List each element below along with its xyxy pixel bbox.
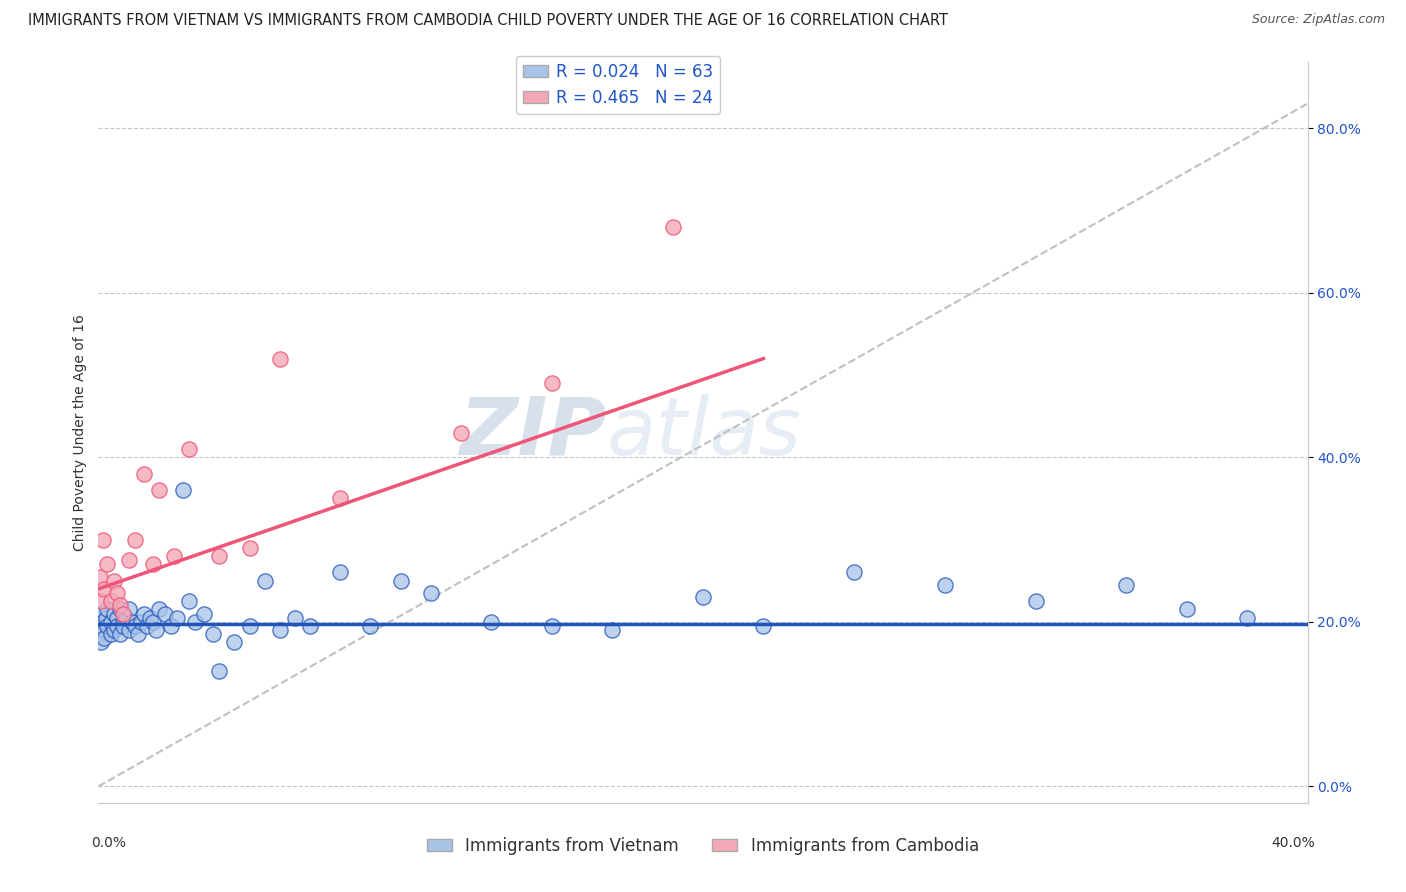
Point [127, 627, 149, 641]
Point [111, 615, 134, 629]
Point [91, 615, 114, 629]
Point [118, 553, 141, 567]
Point [1236, 611, 1258, 625]
Point [132, 467, 155, 481]
Point [160, 619, 183, 633]
Point [90, 594, 112, 608]
Point [284, 611, 307, 625]
Point [253, 574, 276, 588]
Point [96, 602, 118, 616]
Point [540, 619, 562, 633]
Point [121, 615, 143, 629]
Point [90, 635, 112, 649]
Point [934, 578, 956, 592]
Point [153, 607, 176, 621]
Legend: Immigrants from Vietnam, Immigrants from Cambodia: Immigrants from Vietnam, Immigrants from… [420, 830, 986, 862]
Point [111, 607, 134, 621]
Point [481, 615, 503, 629]
Text: IMMIGRANTS FROM VIETNAM VS IMMIGRANTS FROM CAMBODIA CHILD POVERTY UNDER THE AGE : IMMIGRANTS FROM VIETNAM VS IMMIGRANTS FR… [28, 13, 948, 29]
Point [239, 619, 262, 633]
Text: 0.0%: 0.0% [91, 836, 127, 850]
Point [269, 351, 291, 366]
Point [1175, 602, 1198, 616]
Point [329, 566, 352, 580]
Point [163, 549, 186, 563]
Point [193, 607, 215, 621]
Point [389, 574, 412, 588]
Point [329, 491, 352, 506]
Point [202, 627, 225, 641]
Point [142, 615, 165, 629]
Point [105, 619, 128, 633]
Point [148, 483, 170, 498]
Point [108, 627, 131, 641]
Point [100, 615, 122, 629]
Point [129, 615, 152, 629]
Point [105, 586, 128, 600]
Point [91, 533, 114, 547]
Legend: R = 0.024   N = 63, R = 0.465   N = 24: R = 0.024 N = 63, R = 0.465 N = 24 [516, 56, 720, 113]
Point [124, 619, 146, 633]
Point [135, 619, 157, 633]
Point [89, 569, 111, 583]
Point [145, 623, 167, 637]
Text: 40.0%: 40.0% [1271, 836, 1315, 850]
Point [540, 376, 562, 391]
Point [90, 627, 112, 641]
Point [299, 619, 322, 633]
Point [90, 607, 112, 621]
Point [93, 623, 115, 637]
Point [93, 582, 115, 596]
Point [179, 442, 201, 456]
Point [103, 607, 125, 621]
Point [96, 619, 118, 633]
Point [208, 664, 231, 678]
Point [111, 619, 134, 633]
Point [114, 611, 136, 625]
Text: Source: ZipAtlas.com: Source: ZipAtlas.com [1251, 13, 1385, 27]
Point [208, 549, 231, 563]
Point [166, 611, 188, 625]
Point [269, 623, 291, 637]
Point [103, 623, 125, 637]
Point [108, 599, 131, 613]
Point [692, 590, 714, 604]
Y-axis label: Child Poverty Under the Age of 16: Child Poverty Under the Age of 16 [73, 314, 87, 551]
Text: ZIP: ZIP [458, 393, 606, 472]
Point [100, 594, 122, 608]
Point [139, 611, 162, 625]
Point [148, 602, 170, 616]
Point [1024, 594, 1046, 608]
Point [360, 619, 382, 633]
Point [239, 541, 262, 555]
Point [420, 586, 443, 600]
Point [93, 632, 115, 646]
Point [142, 558, 165, 572]
Point [844, 566, 866, 580]
Text: atlas: atlas [606, 393, 801, 472]
Point [105, 611, 128, 625]
Point [752, 619, 775, 633]
Point [661, 219, 683, 234]
Point [179, 594, 201, 608]
Point [118, 623, 141, 637]
Point [96, 558, 118, 572]
Point [124, 533, 146, 547]
Point [103, 574, 125, 588]
Point [94, 611, 117, 625]
Point [184, 615, 207, 629]
Point [1115, 578, 1137, 592]
Point [89, 619, 111, 633]
Point [108, 602, 131, 616]
Point [172, 483, 194, 498]
Point [450, 425, 472, 440]
Point [118, 602, 141, 616]
Point [224, 635, 246, 649]
Point [132, 607, 155, 621]
Point [602, 623, 624, 637]
Point [100, 627, 122, 641]
